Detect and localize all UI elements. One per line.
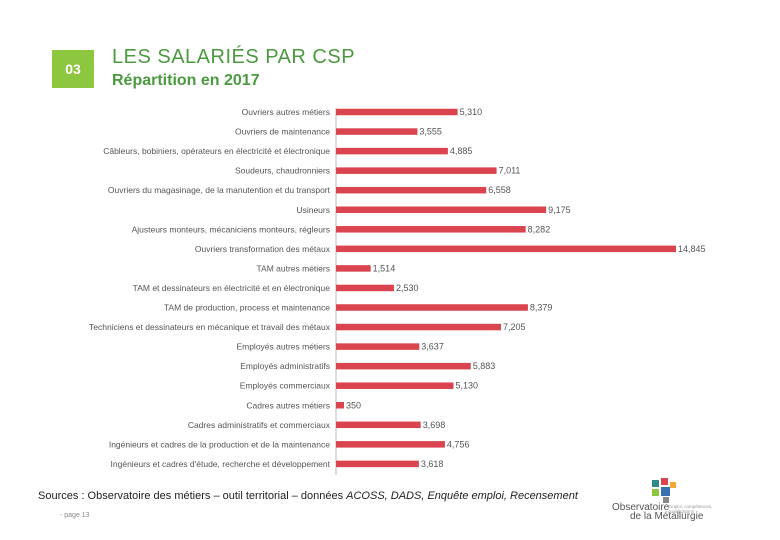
value-label: 3,555 [419, 127, 442, 137]
category-label: Cadres autres métiers [246, 400, 330, 410]
sources-prefix: Sources : Observatoire des métiers – out… [38, 490, 347, 502]
category-label: Techniciens et dessinateurs en mécanique… [89, 322, 331, 332]
page-title: LES SALARIÉS PAR CSP [112, 46, 356, 68]
bar [336, 167, 497, 174]
category-label: TAM et dessinateurs en électricité et en… [133, 283, 331, 293]
category-label: Ouvriers de maintenance [235, 127, 330, 137]
category-label: Ouvriers autres métiers [242, 107, 330, 117]
csp-bar-chart: Ouvriers autres métiers 5,310 Ouvriers de … [89, 107, 706, 475]
value-label: 8,282 [528, 224, 551, 234]
category-label: Ingénieurs et cadres de la production et… [109, 439, 330, 449]
sources-italic: ACOSS, DADS, Enquête emploi, Recensement [346, 490, 578, 502]
category-label: Usineurs [296, 205, 330, 215]
bar [336, 206, 547, 213]
page-number: - page 13 [60, 512, 90, 519]
logo-tagline: Emploi, compétences, qualifications [668, 504, 713, 514]
value-label: 2,530 [396, 283, 419, 293]
bar [336, 147, 448, 155]
value-label: 7,205 [503, 322, 526, 332]
value-label: 5,310 [460, 107, 483, 117]
bar [336, 421, 421, 429]
value-label: 1,514 [373, 263, 396, 273]
category-label: Soudeurs, chaudronniers [235, 166, 330, 176]
bar [336, 402, 345, 409]
page-subtitle: Répartition en 2017 [112, 72, 260, 89]
bar [336, 304, 528, 311]
value-label: 6,558 [488, 185, 511, 195]
category-label: Cadres administratifs et commerciaux [188, 420, 331, 430]
category-label: Employés commerciaux [240, 381, 331, 391]
value-label: 5,883 [473, 361, 496, 371]
value-label: 14,845 [678, 244, 706, 254]
bar [336, 245, 676, 253]
value-label: 3,698 [423, 420, 446, 430]
bar [336, 441, 445, 448]
category-label: Ingénieurs et cadres d'étude, recherche … [111, 459, 331, 469]
bar [336, 108, 458, 116]
bar [336, 343, 420, 350]
category-label: TAM autres métiers [256, 263, 330, 273]
bar [336, 186, 487, 194]
bar [336, 265, 371, 272]
bar [336, 460, 419, 468]
value-label: 3,637 [421, 342, 444, 352]
category-label: Ajusteurs monteurs, mécaniciens monteurs… [132, 224, 330, 234]
bar [336, 323, 502, 331]
category-label: Ouvriers du magasinage, de la manutentio… [108, 185, 331, 195]
bar [336, 382, 454, 389]
value-label: 7,011 [499, 166, 521, 176]
bar [336, 128, 418, 135]
bar [336, 226, 526, 233]
value-label: 3,618 [421, 459, 444, 469]
value-label: 9,175 [548, 205, 571, 215]
bar [336, 284, 394, 292]
logo-mark-icon [652, 478, 676, 503]
category-label: Employés administratifs [240, 361, 330, 371]
category-label: Câbleurs, bobiniers, opérateurs en élect… [103, 146, 330, 156]
category-label: Employés autres métiers [236, 342, 330, 352]
value-label: 5,130 [455, 381, 478, 391]
sources-note: Sources : Observatoire des métiers – out… [38, 490, 578, 502]
value-label: 4,756 [447, 439, 470, 449]
value-label: 4,885 [450, 146, 473, 156]
category-label: Ouvriers transformation des métaux [195, 244, 331, 254]
logo-text-line2: de la Métallurgie [630, 511, 704, 522]
section-number-badge: 03 [52, 50, 94, 88]
category-label: TAM de production, process et maintenanc… [164, 303, 330, 313]
value-label: 350 [346, 400, 361, 410]
bar [336, 362, 471, 370]
value-label: 8,379 [530, 303, 553, 313]
observatoire-logo: Observatoire de la Métallurgie Emploi, c… [612, 478, 732, 522]
logo-text-line1: Observatoire [612, 502, 670, 513]
